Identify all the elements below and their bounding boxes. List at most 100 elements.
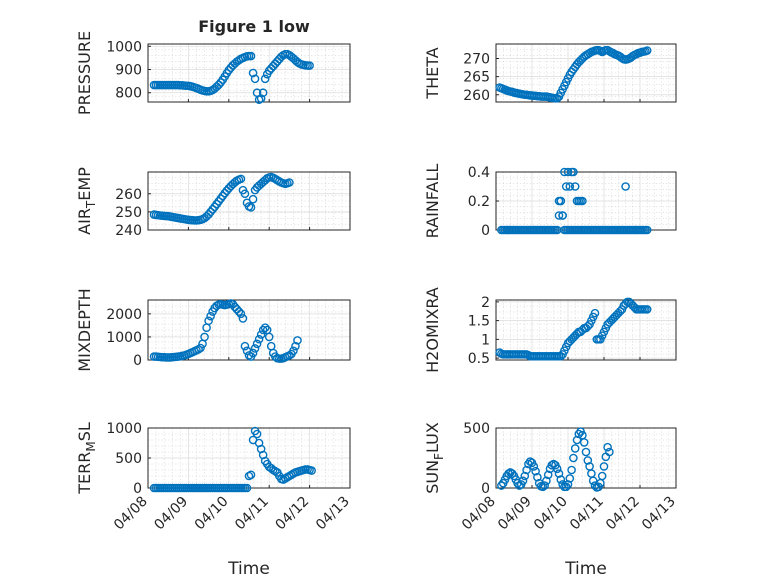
data-point [513, 478, 522, 488]
data-point [248, 348, 258, 358]
data-point [236, 174, 246, 184]
data-point [252, 339, 262, 349]
data-point [533, 472, 542, 482]
data-point [214, 80, 223, 90]
data-point [578, 196, 587, 206]
data-point [248, 68, 258, 78]
data-point [570, 444, 580, 453]
plot-frame [495, 43, 677, 103]
data-point [569, 167, 578, 177]
subplot-bottom-right: 0 500 SUNFLUX 04/0804/0904/1004/1104/1204/1… [423, 421, 679, 579]
subplot-third-left: 0 1000 2000 MIXDEPTH [75, 288, 351, 372]
data-point [497, 481, 506, 490]
data-point [572, 435, 582, 445]
data-point [642, 305, 652, 314]
data-point [264, 332, 274, 342]
data-point [556, 196, 566, 206]
data-point [254, 334, 264, 344]
data-point [242, 483, 252, 493]
y-tick-label: 500 [463, 421, 490, 437]
data-point [552, 464, 562, 474]
y-tick-label: 250 [115, 205, 142, 221]
y-tick-label: 900 [115, 63, 142, 79]
y-axis-label: THETA [423, 47, 442, 99]
data-point [504, 469, 513, 478]
plot-frame [147, 43, 351, 103]
data-point [581, 447, 591, 457]
data-point [234, 307, 244, 316]
data-point [256, 94, 266, 103]
data-point [518, 476, 528, 486]
y-axis-label: PRESSURE [75, 31, 94, 115]
y-axis-label: TERRMSL [75, 422, 98, 495]
x-tick-label: 04/10 [531, 494, 571, 534]
data-point [574, 429, 584, 439]
data-point [246, 470, 256, 480]
data-point [554, 211, 564, 220]
data-point [289, 346, 298, 356]
data-point [208, 205, 217, 214]
y-tick-label: 800 [115, 86, 142, 102]
y-tick-label: 2 [481, 295, 490, 311]
data-point [642, 46, 652, 55]
data-point [204, 316, 213, 326]
data-point [200, 332, 209, 342]
x-tick-label: 04/13 [639, 494, 679, 534]
x-axis-label: Time [564, 559, 607, 579]
data-point [642, 225, 652, 235]
data-point [246, 203, 256, 212]
plot-area [147, 299, 351, 361]
data-point [260, 323, 270, 332]
data-point [563, 167, 573, 177]
data-point [240, 189, 250, 199]
x-tick-label: 04/11 [567, 494, 607, 534]
x-tick-label: 04/11 [232, 494, 272, 534]
subplot-top-left: 800 900 1000 PRESSURE [75, 31, 351, 115]
y-tick-label: 2000 [106, 307, 142, 323]
subplot-third-right: 0.5 1 1.5 2 H2OMIXRA [423, 287, 677, 373]
y-tick-label: 270 [463, 52, 490, 68]
x-tick-label: 04/09 [151, 494, 191, 534]
data-point [206, 207, 215, 217]
y-tick-label: 1000 [106, 330, 142, 346]
data-point [520, 471, 530, 481]
data-point [291, 341, 300, 351]
data-point [307, 466, 316, 475]
y-tick-label: 265 [463, 70, 490, 86]
data-point [561, 182, 571, 191]
data-point [597, 471, 607, 481]
plot-frame [147, 171, 351, 231]
data-point [285, 178, 294, 187]
data-point [246, 51, 256, 61]
x-tick-label: 04/12 [603, 494, 643, 534]
data-point [250, 344, 260, 353]
data-point [603, 442, 612, 452]
x-tick-label: 04/08 [459, 494, 499, 534]
data-point [236, 309, 246, 319]
data-point [565, 474, 575, 483]
data-point [565, 182, 575, 191]
y-tick-label: 1000 [106, 39, 142, 55]
data-point [252, 429, 262, 439]
data-point [250, 74, 260, 84]
data-point [561, 482, 571, 492]
data-point [570, 182, 580, 191]
y-tick-label: 0 [481, 481, 490, 497]
data-point [522, 465, 531, 475]
subplot-second-left: 240 250 260 AIRTEMP [75, 167, 351, 239]
x-axis-label: Time [227, 559, 270, 579]
data-point [258, 88, 268, 98]
data-point [305, 61, 314, 70]
data-point [558, 211, 567, 220]
data-point [543, 470, 553, 480]
y-tick-label: 0.5 [468, 351, 490, 367]
data-point [256, 330, 266, 339]
x-tick-label: 04/10 [192, 494, 232, 534]
data-point [538, 482, 548, 492]
data-point [204, 210, 213, 219]
data-point [569, 453, 578, 463]
y-tick-label: 1.5 [468, 314, 490, 330]
y-tick-label: 0.4 [468, 165, 490, 181]
data-point [588, 476, 598, 486]
